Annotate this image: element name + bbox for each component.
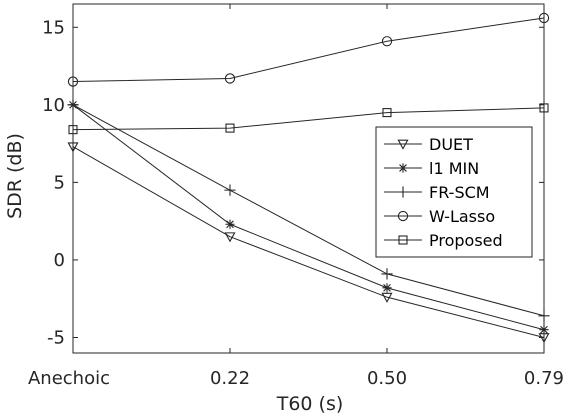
series-proposed xyxy=(68,103,549,135)
y-tick-label: 0 xyxy=(54,250,65,271)
legend-label-fr-scm: FR-SCM xyxy=(429,183,490,202)
legend-marker-duet xyxy=(397,139,409,150)
data-point-l1-min xyxy=(225,219,235,229)
legend-marker-l1-min xyxy=(398,163,408,173)
series-line-duet xyxy=(72,146,545,338)
x-axis-title: T60 (s) xyxy=(276,393,344,415)
series-line-proposed xyxy=(72,107,545,131)
legend-label-duet: DUET xyxy=(429,135,473,154)
series-line-l1-min xyxy=(72,104,545,331)
legend-label-proposed: Proposed xyxy=(429,231,503,250)
data-point-proposed xyxy=(382,108,392,118)
y-tick-label: 5 xyxy=(54,172,65,193)
legend-marker-fr-scm xyxy=(397,186,409,198)
y-tick-label: 10 xyxy=(42,95,65,116)
legend-item-w-lasso: W-Lasso xyxy=(384,207,495,226)
legend-marker-proposed xyxy=(398,235,408,245)
data-point-fr-scm xyxy=(224,184,236,196)
data-point-w-lasso xyxy=(381,36,393,47)
legend-item-fr-scm: FR-SCM xyxy=(384,183,490,202)
legend-label-l1-min: l1 MIN xyxy=(429,159,479,178)
data-point-l1-min xyxy=(382,283,392,293)
x-tick-label: 0.50 xyxy=(367,368,407,389)
legend-item-duet: DUET xyxy=(384,135,473,154)
series-line-w-lasso xyxy=(72,17,545,83)
legend-item-l1-min: l1 MIN xyxy=(384,159,479,178)
x-tick-label: 0.79 xyxy=(524,368,564,389)
axes-layer: -5 0 5 10 15 Anechoic 0.22 0.50 0.79 xyxy=(28,3,564,389)
legend-marker-w-lasso xyxy=(397,210,409,222)
legend: DUET l1 MIN FR-SCM W-Lasso Proposed xyxy=(375,126,533,258)
y-axis-title: SDR (dB) xyxy=(4,133,26,219)
x-tick-label: 0.22 xyxy=(210,368,250,389)
legend-label-w-lasso: W-Lasso xyxy=(429,207,495,226)
data-point-duet xyxy=(224,232,236,243)
data-point-fr-scm xyxy=(381,268,393,280)
y-tick-label: 15 xyxy=(42,17,65,38)
data-point-proposed xyxy=(225,123,235,133)
series-line-fr-scm xyxy=(72,104,545,317)
plot-frame xyxy=(72,3,545,354)
legend-item-proposed: Proposed xyxy=(384,231,503,250)
y-tick-label: -5 xyxy=(47,327,65,348)
data-point-duet xyxy=(381,292,393,303)
x-tick-label: Anechoic xyxy=(28,368,110,389)
data-point-w-lasso xyxy=(224,73,236,84)
